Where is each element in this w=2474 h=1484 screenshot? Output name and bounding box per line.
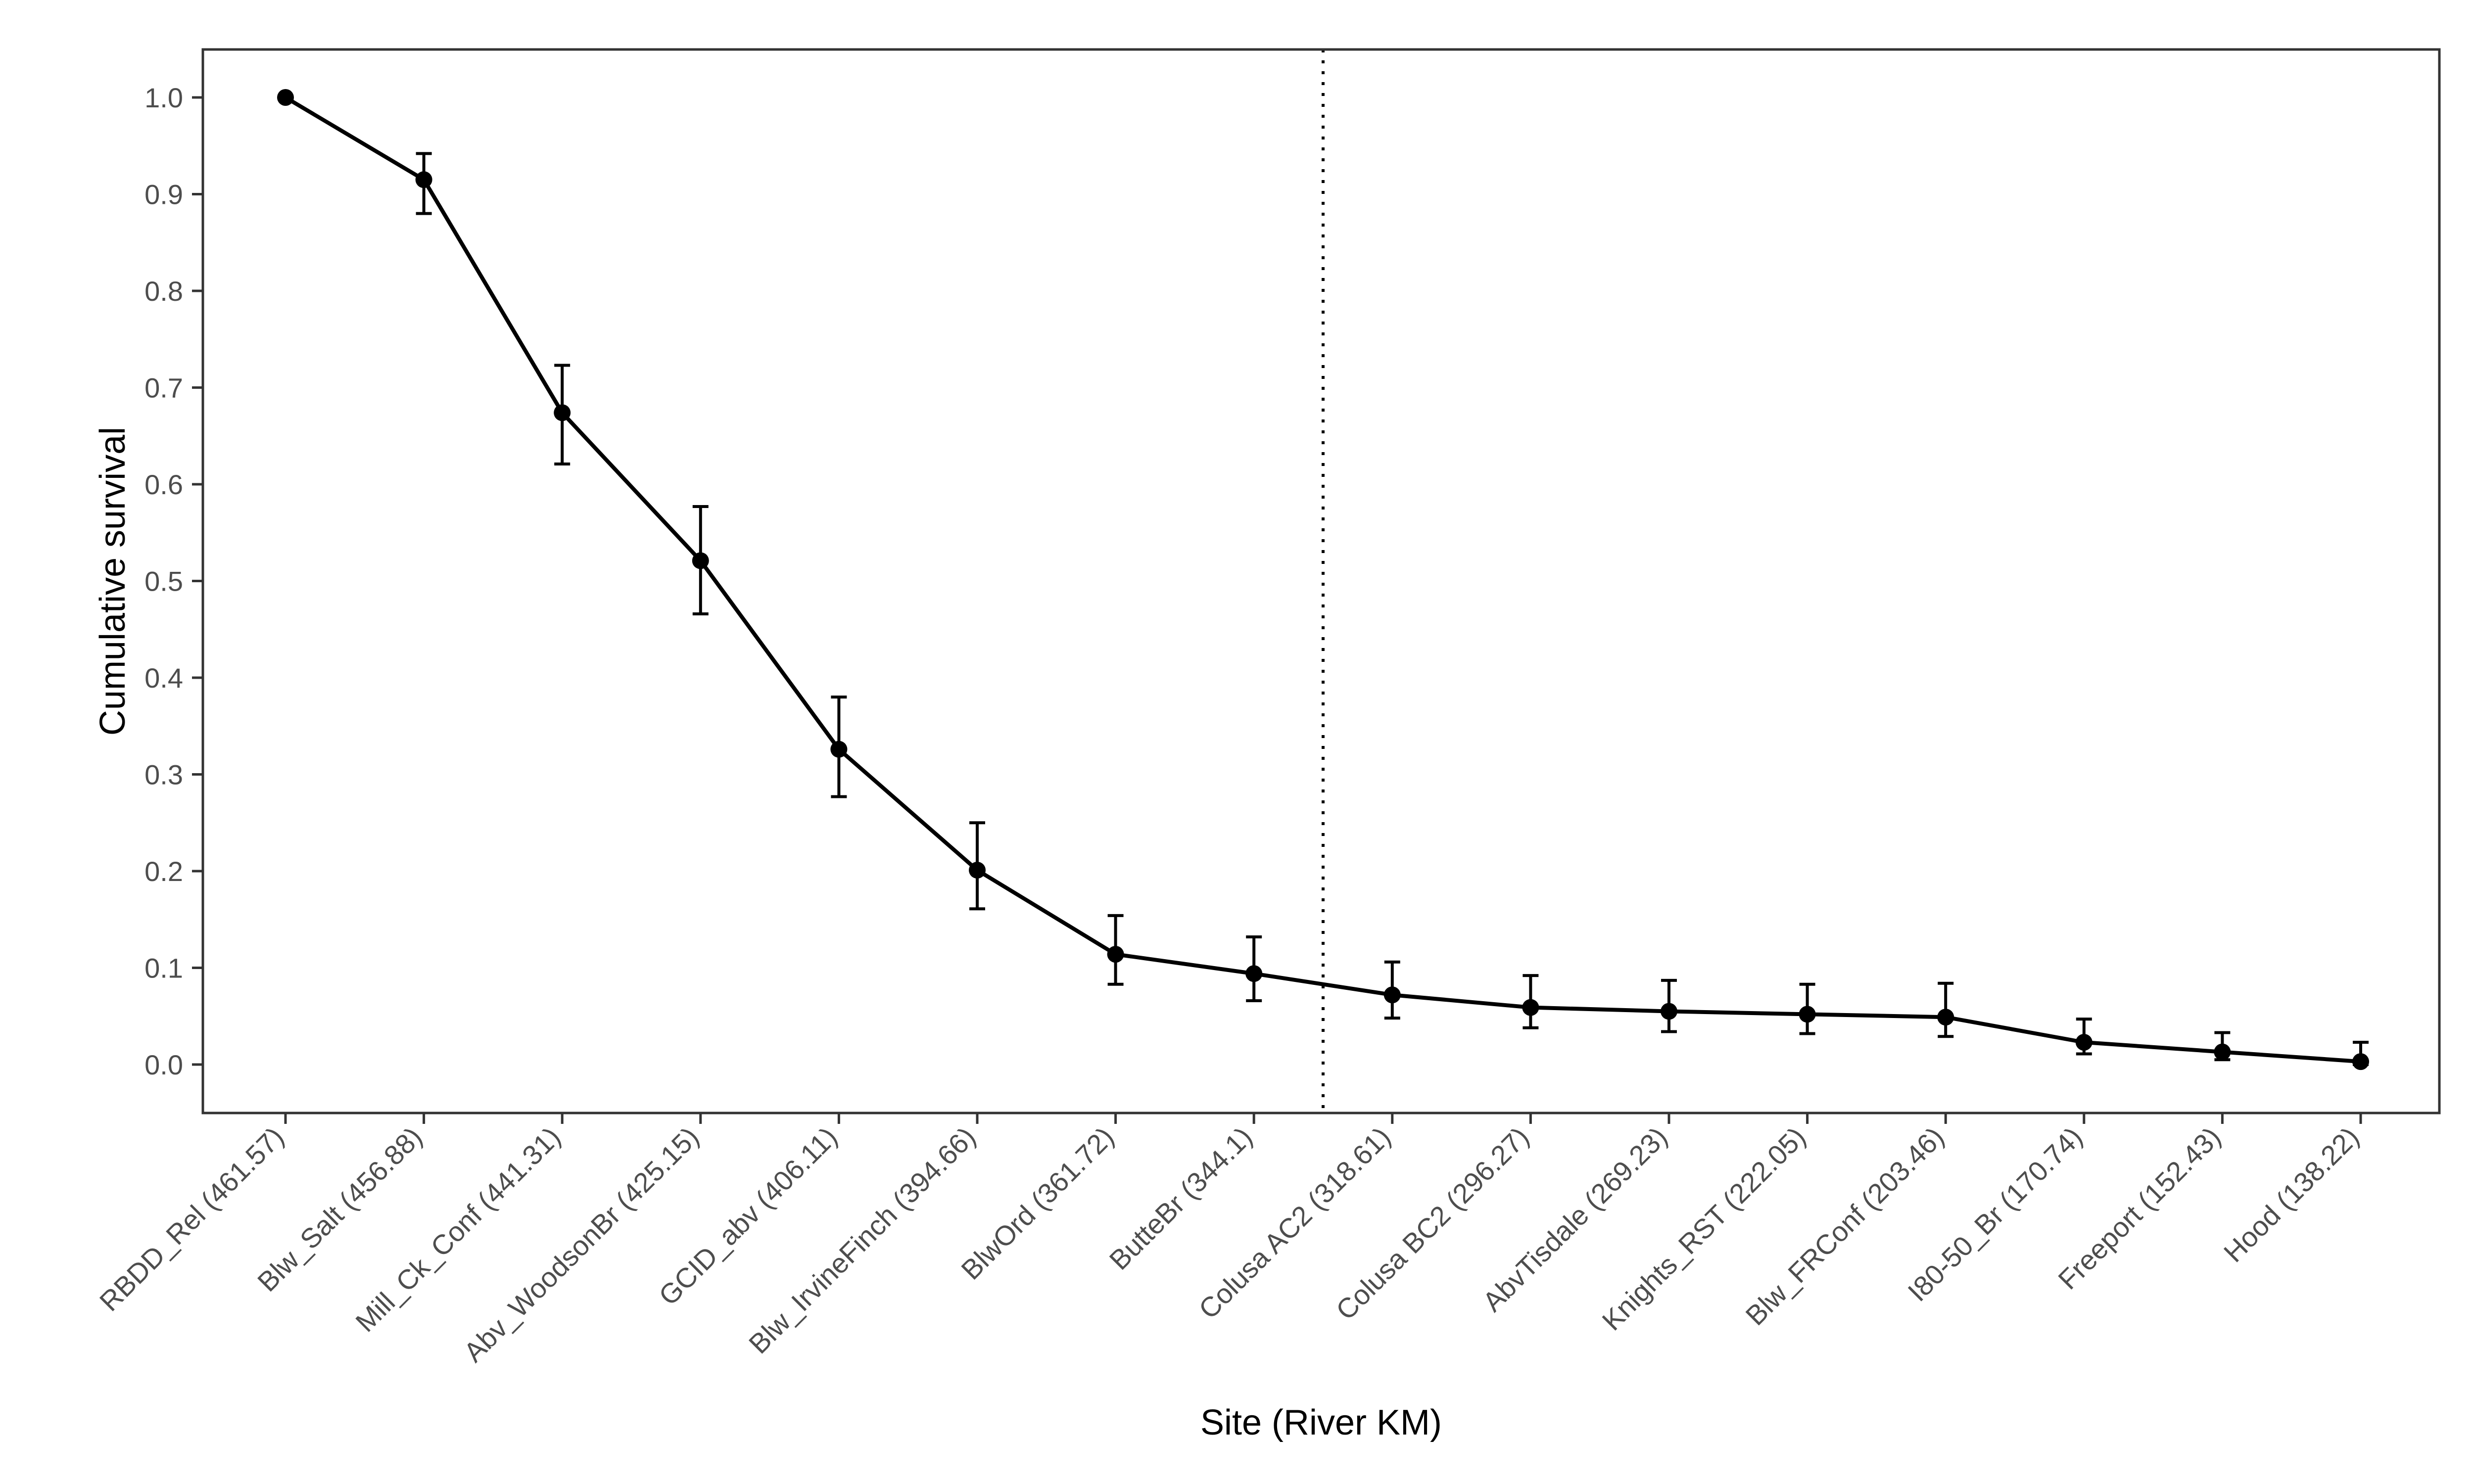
y-tick-label: 0.5 xyxy=(144,566,183,597)
series-layer xyxy=(277,89,2369,1070)
y-tick-label: 0.7 xyxy=(144,372,183,404)
x-axis-title: Site (River KM) xyxy=(1200,1403,1442,1442)
data-point xyxy=(1661,1003,1677,1020)
y-tick-label: 1.0 xyxy=(144,82,183,113)
data-point xyxy=(1937,1009,1954,1026)
data-point xyxy=(1107,946,1124,963)
data-point xyxy=(969,862,986,879)
y-tick-label: 0.0 xyxy=(144,1049,183,1080)
y-tick-label: 0.6 xyxy=(144,469,183,500)
y-axis-title: Cumulative survival xyxy=(93,427,133,736)
y-axis: 0.0 0.1 0.2 0.3 0.4 0.5 0.6 0.7 0.8 0.9 1.0 xyxy=(144,82,203,1080)
data-point xyxy=(1522,999,1539,1016)
y-tick-label: 0.4 xyxy=(144,662,183,694)
data-point xyxy=(2352,1053,2369,1070)
data-point xyxy=(830,741,848,758)
data-point xyxy=(554,404,571,421)
data-point xyxy=(1383,986,1401,1004)
y-tick-label: 0.1 xyxy=(144,953,183,984)
y-tick-label: 0.9 xyxy=(144,179,183,210)
data-point xyxy=(1799,1006,1816,1023)
y-tick-label: 0.3 xyxy=(144,759,183,790)
data-point xyxy=(277,89,294,106)
y-tick-label: 0.2 xyxy=(144,856,183,887)
y-tick-label: 0.8 xyxy=(144,276,183,307)
data-point xyxy=(2075,1034,2093,1051)
data-point xyxy=(692,552,709,569)
data-point xyxy=(1245,965,1263,982)
data-point xyxy=(2214,1043,2231,1061)
data-point xyxy=(415,171,432,188)
survival-line xyxy=(284,95,2361,1064)
